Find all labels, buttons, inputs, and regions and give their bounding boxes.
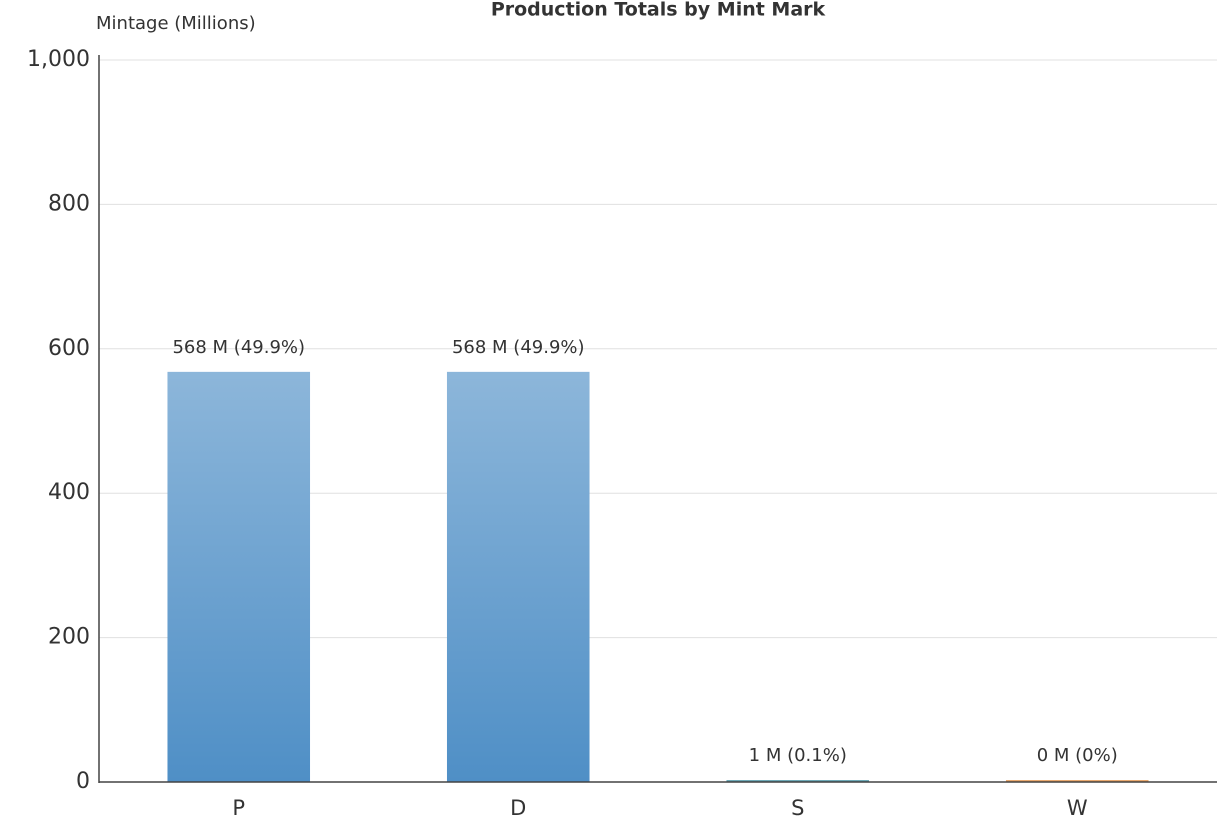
y-tick-label: 600 bbox=[48, 336, 90, 361]
chart-title: Production Totals by Mint Mark bbox=[491, 0, 826, 21]
y-tick-label: 800 bbox=[48, 191, 90, 216]
x-tick-label: S bbox=[791, 796, 804, 820]
x-tick-label: P bbox=[232, 796, 245, 820]
bar-shine bbox=[1005, 780, 1149, 782]
value-label: 0 M (0%) bbox=[1037, 745, 1118, 766]
value-label: 1 M (0.1%) bbox=[749, 745, 847, 766]
y-tick-label: 200 bbox=[48, 625, 90, 650]
y-tick-label: 1,000 bbox=[27, 47, 90, 72]
y-tick-label: 0 bbox=[76, 769, 90, 794]
y-tick-label: 400 bbox=[48, 480, 90, 505]
bar-shine bbox=[726, 780, 870, 782]
bars: 568 M (49.9%) 568 M (49.9%) 1 M (0.1%) 0 M … bbox=[167, 337, 1149, 782]
x-tick-label: D bbox=[510, 796, 526, 820]
grid: 0 200 400 600 800 1,000 bbox=[27, 47, 1217, 794]
x-tick-label: W bbox=[1067, 796, 1088, 820]
value-label: 568 M (49.9%) bbox=[452, 337, 585, 358]
bar-shine bbox=[167, 371, 311, 782]
value-label: 568 M (49.9%) bbox=[172, 337, 305, 358]
y-axis-label: Mintage (Millions) bbox=[96, 13, 256, 34]
bar-shine bbox=[446, 371, 590, 782]
